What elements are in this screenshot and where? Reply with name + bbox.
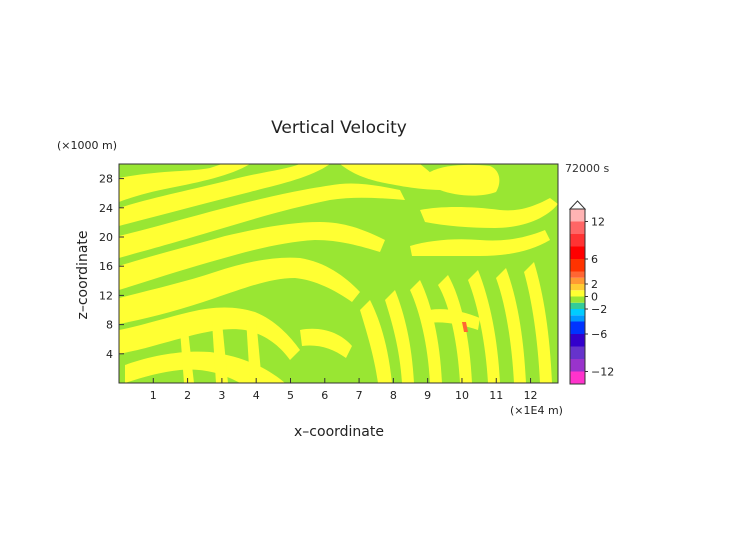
colorbar-band bbox=[570, 277, 585, 284]
y-tick-label: 28 bbox=[99, 173, 113, 186]
field-band bbox=[468, 270, 500, 383]
colorbar-label: 0 bbox=[591, 291, 598, 304]
colorbar-band bbox=[570, 209, 585, 222]
field-band bbox=[119, 164, 330, 226]
field-band bbox=[385, 290, 414, 383]
plot-field bbox=[119, 164, 558, 383]
colorbar-band bbox=[570, 346, 585, 359]
field-band bbox=[410, 280, 442, 383]
field-band bbox=[119, 164, 250, 202]
field-peak bbox=[462, 322, 468, 332]
y-axis: 4 8 12 16 20 24 28 bbox=[99, 173, 124, 361]
colorbar-band bbox=[570, 284, 585, 291]
colorbar-band bbox=[570, 315, 585, 322]
field-band bbox=[410, 230, 550, 256]
colorbar-band bbox=[570, 290, 585, 297]
colorbar-band bbox=[570, 371, 585, 384]
y-tick-label: 20 bbox=[99, 231, 113, 244]
field-band bbox=[524, 262, 552, 383]
field-band bbox=[119, 257, 360, 324]
x-tick-label: 3 bbox=[218, 389, 225, 402]
y-axis-label: z–coordinate bbox=[75, 230, 91, 319]
colorbar-label: −6 bbox=[591, 328, 607, 341]
y-tick-label: 16 bbox=[99, 260, 113, 273]
field-band bbox=[119, 222, 385, 290]
field-band bbox=[246, 318, 262, 383]
x-tick-label: 11 bbox=[489, 389, 503, 402]
y-tick-label: 8 bbox=[106, 319, 113, 332]
x-tick-label: 8 bbox=[390, 389, 397, 402]
colorbar-band bbox=[570, 296, 585, 303]
x-unit-label: (×1E4 m) bbox=[510, 404, 563, 417]
colorbar-band bbox=[570, 246, 585, 259]
colorbar-label: 6 bbox=[591, 253, 598, 266]
colorbar-band bbox=[570, 302, 585, 309]
field-band bbox=[420, 198, 558, 228]
x-tick-label: 9 bbox=[424, 389, 431, 402]
field-band bbox=[119, 183, 405, 258]
x-tick-label: 10 bbox=[455, 389, 469, 402]
y-unit-label: (×1000 m) bbox=[57, 139, 117, 152]
colorbar-band bbox=[570, 234, 585, 247]
field-band bbox=[300, 328, 352, 358]
colorbar-arrow bbox=[568, 200, 587, 210]
plot-frame bbox=[118, 163, 559, 384]
colorbar: 12 6 20−2 −6 −12 bbox=[568, 200, 614, 385]
colorbar-band bbox=[570, 334, 585, 347]
field-band bbox=[125, 351, 285, 383]
field-band bbox=[212, 322, 228, 383]
time-label: 72000 s bbox=[565, 162, 609, 175]
field-band bbox=[429, 164, 500, 196]
x-tick-label: 1 bbox=[150, 389, 157, 402]
x-tick-label: 12 bbox=[524, 389, 538, 402]
field-band bbox=[438, 275, 472, 383]
y-tick-label: 12 bbox=[99, 289, 113, 302]
colorbar-band bbox=[570, 259, 585, 272]
x-tick-label: 4 bbox=[253, 389, 260, 402]
field-band bbox=[496, 268, 526, 383]
colorbar-band bbox=[570, 321, 585, 334]
colorbar-band bbox=[570, 359, 585, 372]
x-tick-label: 7 bbox=[356, 389, 363, 402]
x-axis: 1 2 3 4 5 6 7 8 9 10 11 12 bbox=[150, 378, 538, 402]
field-band bbox=[360, 300, 392, 383]
x-tick-label: 6 bbox=[321, 389, 328, 402]
colorbar-band bbox=[570, 271, 585, 278]
x-tick-label: 5 bbox=[287, 389, 294, 402]
field-band bbox=[180, 330, 194, 383]
colorbar-band bbox=[570, 309, 585, 316]
colorbar-label: −2 bbox=[591, 303, 607, 316]
y-tick-label: 24 bbox=[99, 202, 113, 215]
y-tick-label: 4 bbox=[106, 348, 113, 361]
field-band bbox=[340, 164, 445, 190]
colorbar-label: 2 bbox=[591, 278, 598, 291]
colorbar-label: 12 bbox=[591, 216, 605, 229]
colorbar-band bbox=[570, 221, 585, 234]
colorbar-label: −12 bbox=[591, 366, 614, 379]
x-axis-label: x–coordinate bbox=[294, 424, 384, 440]
x-tick-label: 2 bbox=[184, 389, 191, 402]
chart-title: Vertical Velocity bbox=[271, 118, 407, 138]
